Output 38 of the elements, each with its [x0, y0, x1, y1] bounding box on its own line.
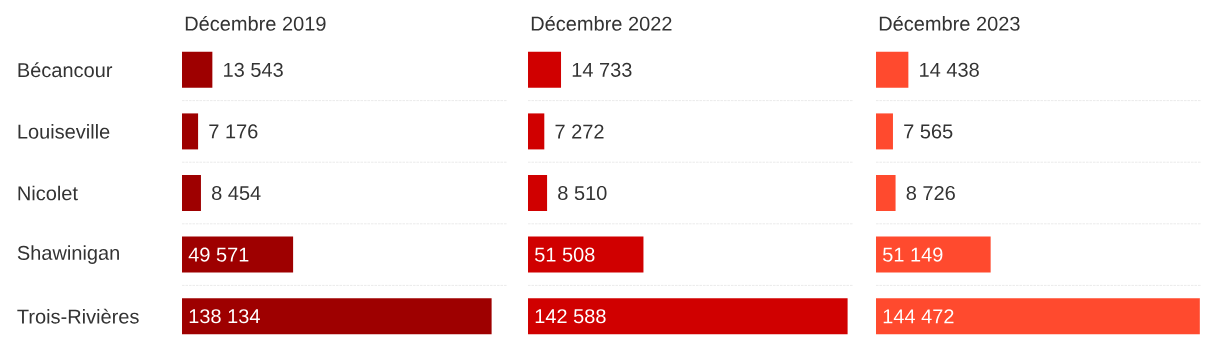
bar — [528, 175, 548, 212]
bar — [876, 236, 991, 273]
y-tick-label: Trois-Rivières — [17, 308, 139, 324]
bar — [528, 113, 545, 150]
data-label: 14 438 — [920, 62, 979, 77]
data-label: 49 571 — [188, 247, 249, 262]
bar — [182, 51, 213, 88]
data-label: 8 726 — [906, 185, 955, 201]
y-tick-label: Shawinigan — [17, 245, 119, 264]
data-label: 51 508 — [535, 247, 595, 262]
data-label: 14 733 — [572, 62, 632, 77]
bar — [182, 175, 201, 212]
bar — [876, 175, 896, 212]
y-tick-label: Louiseville — [18, 124, 110, 139]
data-label: 7 176 — [209, 124, 258, 139]
bar — [182, 236, 294, 273]
bar — [876, 298, 1200, 335]
y-tick-label: Nicolet — [18, 185, 78, 201]
data-label: 8 454 — [212, 185, 261, 201]
data-label: 7 272 — [555, 124, 604, 139]
data-label: 13 543 — [224, 62, 283, 77]
data-label: 51 149 — [883, 247, 943, 262]
y-tick-label: Bécancour — [18, 62, 113, 78]
chart-title: Décembre 2023 — [879, 15, 1020, 31]
bar — [876, 51, 909, 88]
chart-title: Décembre 2019 — [185, 15, 326, 31]
chart-title: Décembre 2022 — [531, 15, 672, 31]
bar — [528, 298, 848, 335]
bar — [528, 236, 644, 273]
data-label: 138 134 — [189, 309, 260, 324]
bar — [182, 298, 492, 335]
data-label: 8 510 — [558, 185, 607, 201]
data-label: 142 588 — [535, 309, 606, 324]
bar — [182, 113, 199, 150]
bar — [528, 51, 562, 88]
data-label: 144 472 — [883, 309, 954, 324]
bar — [876, 113, 893, 150]
data-label: 7 565 — [904, 124, 953, 139]
